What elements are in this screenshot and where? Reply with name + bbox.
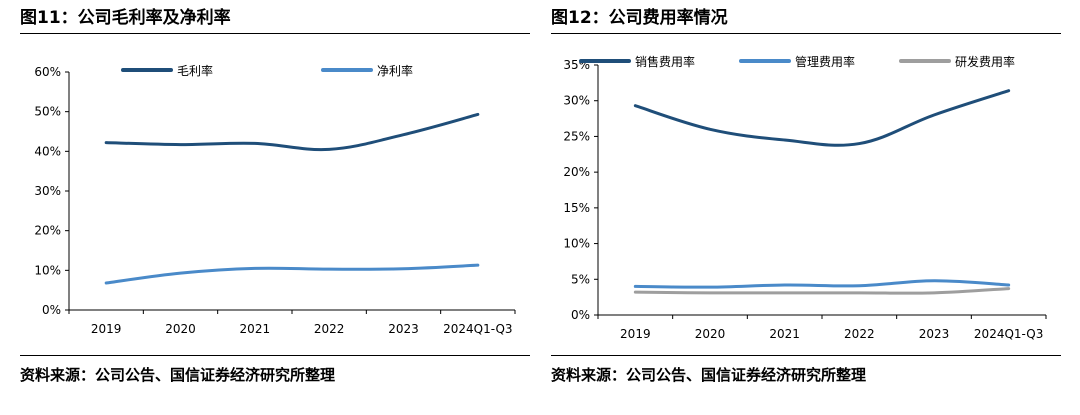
source-rule [551, 355, 1061, 356]
x-tick-label: 2021 [240, 322, 271, 336]
legend-label: 研发费用率 [955, 54, 1015, 69]
x-tick-label: 2024Q1-Q3 [443, 322, 512, 336]
y-tick-label: 10% [34, 263, 61, 277]
legend-label: 毛利率 [177, 63, 213, 78]
series-line-1 [633, 89, 1011, 147]
x-tick-label: 2022 [844, 327, 875, 341]
y-tick-label: 30% [563, 94, 590, 108]
figure-12: 图12：公司费用率情况 0% 5% 10% 15% 20% 25% 30% 35% 2019 20… [551, 0, 1061, 415]
y-tick-label: 5% [571, 272, 590, 286]
series-line-3 [633, 287, 1011, 295]
margin-line-chart: 0% 10% 20% 30% 40% 50% 60% 2019 2020 2021 2022 2023… [34, 63, 516, 336]
x-tick-label: 2022 [314, 322, 345, 336]
legend-label: 销售费用率 [635, 54, 695, 69]
y-tick-label: 20% [563, 165, 590, 179]
figure-title: 图11：公司毛利率及净利率 [20, 8, 231, 28]
y-tick-label: 25% [563, 129, 590, 143]
y-tick-label: 20% [34, 224, 61, 238]
x-tick-label: 2020 [165, 322, 196, 336]
x-tick-label: 2020 [695, 327, 726, 341]
source-note: 资料来源：公司公告、国信证券经济研究所整理 [20, 366, 336, 384]
series-line-2 [633, 279, 1011, 289]
title-rule [20, 33, 530, 34]
expense-ratio-line-chart: 0%5%10%15%20%25%30%35%2019 2020 2021 2022 20… [563, 54, 1047, 341]
series-line-1 [104, 112, 480, 152]
y-tick-label: 40% [34, 144, 61, 158]
legend-label: 净利率 [377, 63, 413, 78]
y-tick-label: 0% [42, 303, 61, 317]
source-note: 资料来源：公司公告、国信证券经济研究所整理 [551, 366, 867, 384]
y-tick-label: 60% [34, 65, 61, 79]
x-tick-label: 2024Q1-Q3 [974, 327, 1043, 341]
y-tick-label: 30% [34, 184, 61, 198]
y-tick-label: 15% [563, 201, 590, 215]
x-tick-label: 2019 [620, 327, 651, 341]
x-tick-label: 2019 [91, 322, 122, 336]
x-tick-label: 2023 [388, 322, 419, 336]
x-tick-label: 2023 [919, 327, 950, 341]
y-tick-label: 0% [571, 308, 590, 322]
y-tick-label: 10% [563, 237, 590, 251]
x-tick-label: 2021 [769, 327, 800, 341]
legend-label: 管理费用率 [795, 54, 855, 69]
figure-title: 图12：公司费用率情况 [551, 8, 728, 28]
source-rule [20, 355, 530, 356]
series-line-2 [104, 263, 480, 285]
y-tick-label: 50% [34, 105, 61, 119]
title-rule [551, 33, 1061, 34]
figure-11: 图11：公司毛利率及净利率 0% 10% 20% 30% 40% 50% 60% 2019 20… [20, 0, 530, 415]
